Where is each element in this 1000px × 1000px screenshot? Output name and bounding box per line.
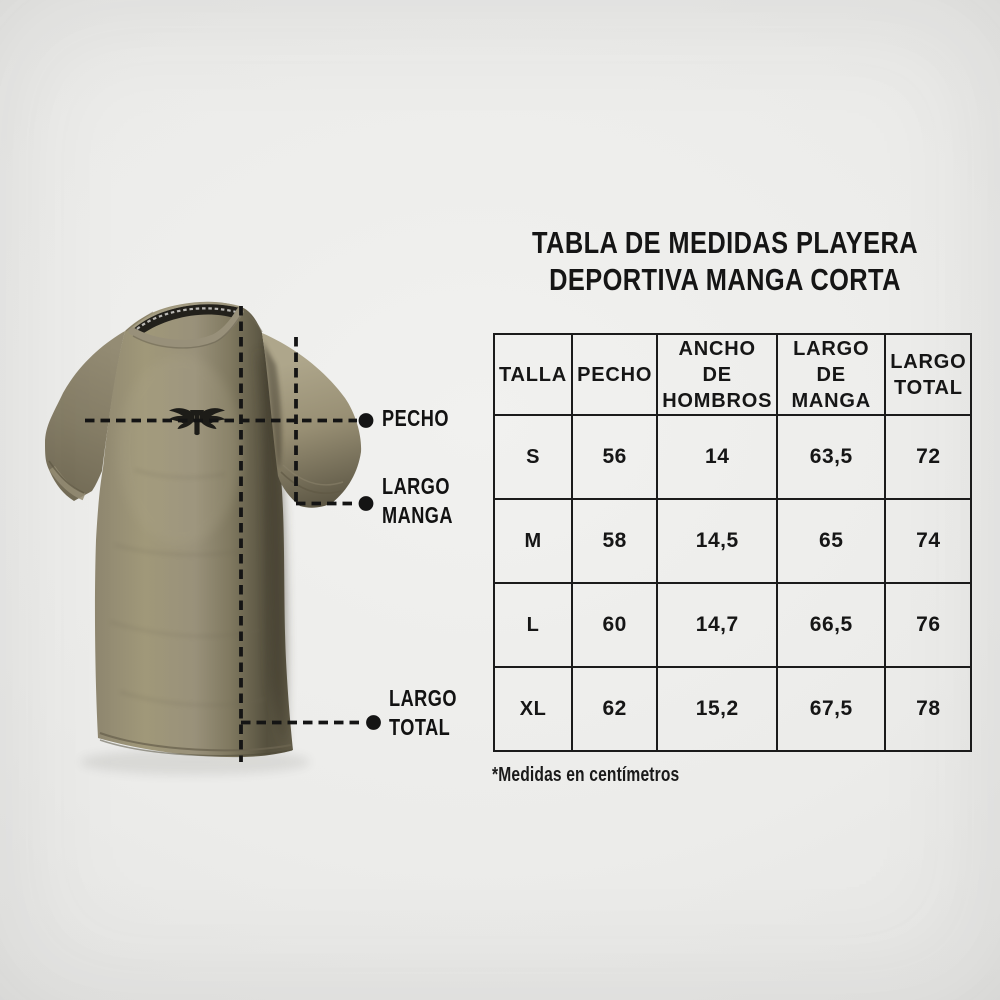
measure-label-total-line1: LARGO [389, 685, 457, 711]
collar-back-rim [132, 302, 241, 329]
cell-talla: XL [492, 666, 574, 752]
table-row-xl: XL 62 15,2 67,5 78 [492, 666, 973, 752]
cell-talla: S [492, 414, 574, 500]
cell-largo-manga: 66,5 [776, 582, 887, 668]
table-row-l: L 60 14,7 66,5 76 [492, 582, 973, 668]
tshirt-left-sleeve [45, 331, 125, 501]
cell-largo-total: 76 [884, 582, 973, 668]
cell-largo-manga: 63,5 [776, 414, 887, 500]
col-header-largo-manga: LARGO DE MANGA [776, 333, 887, 416]
size-table-header-row: TALLA PECHO ANCHO DE HOMBROS LARGO DE MA… [492, 333, 973, 416]
cell-ancho-hombros: 15,2 [656, 666, 779, 752]
table-row-s: S 56 14 63,5 72 [492, 414, 973, 500]
collar-front-seam [132, 314, 242, 349]
size-table: TALLA PECHO ANCHO DE HOMBROS LARGO DE MA… [492, 333, 973, 752]
cell-talla: L [492, 582, 574, 668]
units-footnote: *Medidas en centímetros [492, 764, 680, 786]
cell-ancho-hombros: 14,5 [656, 498, 779, 584]
brand-wings-icon [168, 408, 226, 436]
measure-dot-pecho [358, 413, 374, 428]
right-cuff-fold [282, 464, 344, 486]
cell-talla: M [492, 498, 574, 584]
measure-label-total-line2: TOTAL [389, 714, 451, 740]
right-shoulder-seam [240, 307, 263, 333]
cell-ancho-hombros: 14 [656, 414, 779, 500]
measure-label-pecho: PECHO [382, 404, 449, 433]
page-title-line1: TABLA DE MEDIDAS PLAYERA [532, 225, 918, 260]
left-cuff-seam [48, 460, 85, 494]
measure-label-pecho-text: PECHO [382, 405, 449, 431]
collar-inner-tape [133, 304, 240, 335]
collar-front-rim [128, 307, 244, 348]
cell-pecho: 60 [571, 582, 659, 668]
cell-pecho: 62 [571, 666, 659, 752]
measure-lines [85, 306, 365, 762]
fabric-wrinkles [109, 469, 267, 707]
col-header-pecho: PECHO [571, 333, 659, 416]
chest-highlight [118, 355, 242, 545]
left-shoulder-seam [125, 311, 154, 332]
measure-label-largo-total: LARGO TOTAL [389, 684, 457, 742]
measure-dot-total [366, 715, 381, 730]
cell-pecho: 56 [571, 414, 659, 500]
armpit-shadow [262, 340, 282, 470]
tshirt-right-sleeve [262, 333, 362, 508]
col-header-largo-total: LARGO TOTAL [884, 333, 973, 416]
cell-pecho: 58 [571, 498, 659, 584]
left-cuff-fold [49, 466, 86, 501]
measure-label-manga-line1: LARGO [382, 473, 450, 499]
cell-ancho-hombros: 14,7 [656, 582, 779, 668]
cell-largo-manga: 65 [776, 498, 887, 584]
page-title: TABLA DE MEDIDAS PLAYERA DEPORTIVA MANGA… [508, 224, 943, 298]
collar-tape-print [136, 307, 237, 330]
cell-largo-total: 74 [884, 498, 973, 584]
measure-label-manga-line2: MANGA [382, 502, 454, 528]
col-header-ancho-hombros: ANCHO DE HOMBROS [656, 333, 779, 416]
collar [128, 302, 244, 349]
cell-largo-total: 72 [884, 414, 973, 500]
cell-largo-manga: 67,5 [776, 666, 887, 752]
hem-seam-2 [99, 739, 293, 757]
measure-dots [358, 413, 381, 730]
measure-dot-manga [358, 496, 374, 511]
cell-largo-total: 78 [884, 666, 973, 752]
col-header-talla: TALLA [492, 333, 574, 416]
measure-label-largo-manga: LARGO MANGA [382, 472, 453, 530]
table-row-m: M 58 14,5 65 74 [492, 498, 973, 584]
right-cuff-seam [280, 471, 342, 495]
hem-seam [99, 732, 292, 752]
page-title-line2: DEPORTIVA MANGA CORTA [549, 262, 901, 297]
